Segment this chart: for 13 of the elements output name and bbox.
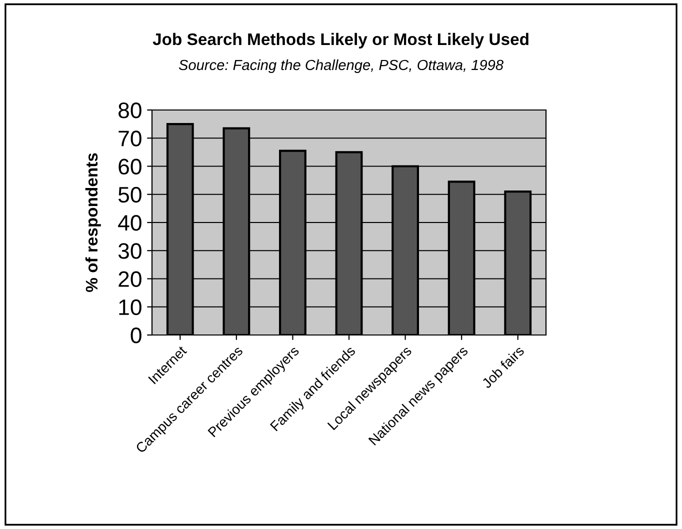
y-tick-label: 0 xyxy=(130,328,142,344)
y-tick-label: 30 xyxy=(118,243,142,259)
y-tick-label: 50 xyxy=(118,186,142,203)
y-tick-label: 70 xyxy=(118,130,142,146)
y-tick-label: 20 xyxy=(118,271,142,288)
chart-subtitle: Source: Facing the Challenge, PSC, Ottawa, 1998 xyxy=(178,59,504,74)
y-tick-label: 60 xyxy=(118,158,142,175)
chart-title: Job Search Methods Likely or Most Likely Used xyxy=(152,32,528,48)
y-tick-label: 10 xyxy=(119,299,142,316)
y-tick-label: 80 xyxy=(118,102,142,118)
y-axis-title: % of respondents xyxy=(85,153,101,292)
x-tick-label: Job fairs xyxy=(480,345,525,389)
y-tick-label: 40 xyxy=(118,215,142,231)
